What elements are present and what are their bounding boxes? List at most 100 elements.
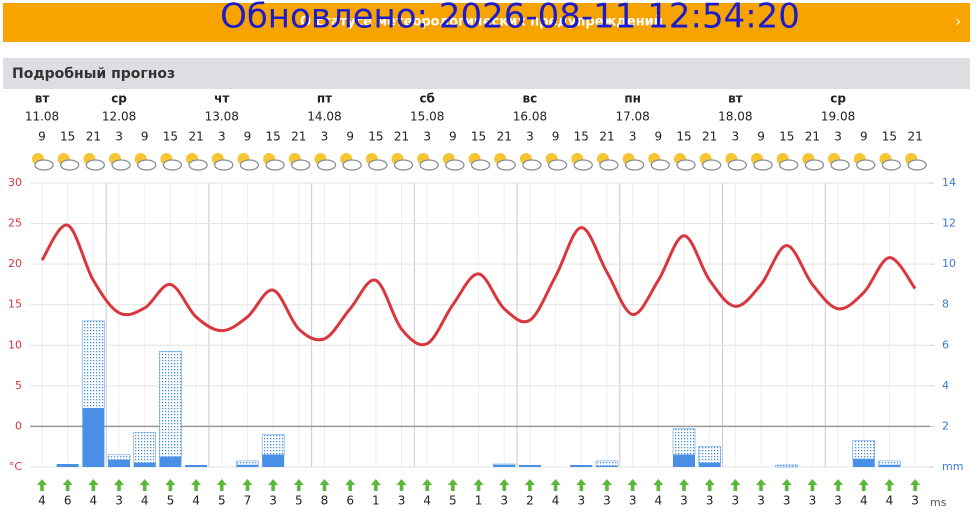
hour-label: 21 [291, 130, 306, 144]
day-date: 15.08 [410, 110, 444, 124]
arrow [422, 479, 433, 491]
hour-label: 9 [38, 130, 46, 144]
wind-arrow [191, 479, 202, 491]
precip-bar [133, 462, 156, 467]
weather-icon [802, 153, 825, 171]
hour-label: 3 [629, 130, 637, 144]
wind-arrow [216, 479, 227, 491]
banner-text[interactable]: О статусе метеорологических предупрежден… [300, 15, 663, 30]
weather-icon [879, 153, 902, 171]
hour-label: 21 [188, 130, 203, 144]
arrow [550, 479, 561, 491]
arrow [858, 479, 869, 491]
wind-arrow [473, 479, 484, 491]
wind-speed: 3 [809, 494, 817, 508]
weather-icon [699, 153, 722, 171]
wind-arrow [653, 479, 664, 491]
weather-icon [237, 153, 260, 171]
wind-arrow [37, 479, 47, 491]
icon-cloud [342, 159, 362, 171]
precip-bar-possible [261, 434, 285, 456]
weather-icon [622, 153, 645, 171]
wind-arrow [781, 479, 792, 491]
hour-label: 3 [321, 130, 329, 144]
weather-icon [288, 153, 311, 171]
precip-bar-possible [492, 463, 516, 466]
wind-speed: 3 [757, 494, 765, 508]
wind-arrow [165, 479, 176, 491]
arrow [833, 479, 844, 491]
y2-tick-label: 8 [942, 298, 949, 311]
arrow [730, 479, 741, 491]
wind-speed: 4 [654, 494, 662, 508]
wind-speed: 3 [398, 494, 406, 508]
wind-arrow [268, 479, 279, 491]
wind-arrow [730, 479, 741, 491]
wind-arrow [114, 479, 125, 491]
icon-cloud [85, 159, 106, 171]
weather-icon [83, 153, 106, 171]
y2-tick-label: 10 [942, 257, 956, 270]
arrow [576, 479, 587, 491]
wind-arrow [910, 479, 921, 491]
y2-tick-label: mm [942, 460, 963, 473]
wind-arrow [396, 479, 407, 491]
wind-arrow [370, 479, 381, 491]
precip-bar-possible [107, 454, 131, 461]
wind-arrow [242, 479, 253, 491]
arrow [781, 479, 792, 491]
hour-label: 21 [805, 130, 820, 144]
y2-tick-label: 6 [942, 338, 949, 351]
wind-arrow [679, 479, 689, 491]
icon-cloud [702, 159, 722, 171]
icon-cloud [881, 159, 902, 171]
icon-cloud [547, 159, 568, 171]
arrow [447, 479, 458, 491]
icon-cloud [522, 159, 542, 171]
precip-bar [56, 463, 79, 467]
wind-speed: 5 [167, 494, 175, 508]
wind-speed: 3 [834, 494, 842, 508]
precip-bar [878, 464, 901, 467]
icon-cloud [368, 159, 388, 171]
wind-arrow [576, 479, 587, 491]
chevron[interactable]: › [955, 12, 961, 31]
wind-speed: 4 [423, 494, 431, 508]
day-date: 13.08 [205, 110, 239, 124]
day-date: 11.08 [25, 110, 59, 124]
hour-label: 9 [141, 130, 149, 144]
arrow [601, 479, 612, 491]
precip-bar [185, 464, 208, 467]
day-date: 17.08 [615, 110, 649, 124]
precip-bar-possible [159, 351, 182, 458]
weather-icon [391, 153, 414, 171]
arrow [139, 479, 150, 491]
hour-label: 15 [265, 130, 280, 144]
arrow [370, 479, 381, 491]
arrow [884, 479, 895, 491]
day-name: вс [523, 92, 538, 106]
y-tick-label: 5 [15, 379, 22, 392]
weather-icon [828, 153, 850, 171]
icon-cloud [804, 159, 825, 171]
arrow [807, 479, 818, 491]
section-header [3, 58, 970, 89]
banner[interactable] [3, 3, 970, 42]
icon-cloud [496, 159, 516, 171]
hour-label: 21 [86, 130, 101, 144]
precip-bar [673, 454, 695, 467]
hour-label: 15 [60, 130, 75, 144]
wind-speed: 7 [244, 494, 252, 508]
hour-label: 9 [449, 130, 457, 144]
weather-icon [442, 153, 465, 171]
weather-icon [134, 153, 157, 171]
icon-cloud [573, 159, 593, 171]
wind-speed: 6 [346, 494, 354, 508]
icon-cloud [599, 159, 619, 171]
arrow [242, 479, 253, 491]
hour-label: 9 [552, 130, 560, 144]
hour-label: 3 [526, 130, 534, 144]
precip-bar-possible [236, 460, 259, 466]
arrow [704, 479, 715, 491]
